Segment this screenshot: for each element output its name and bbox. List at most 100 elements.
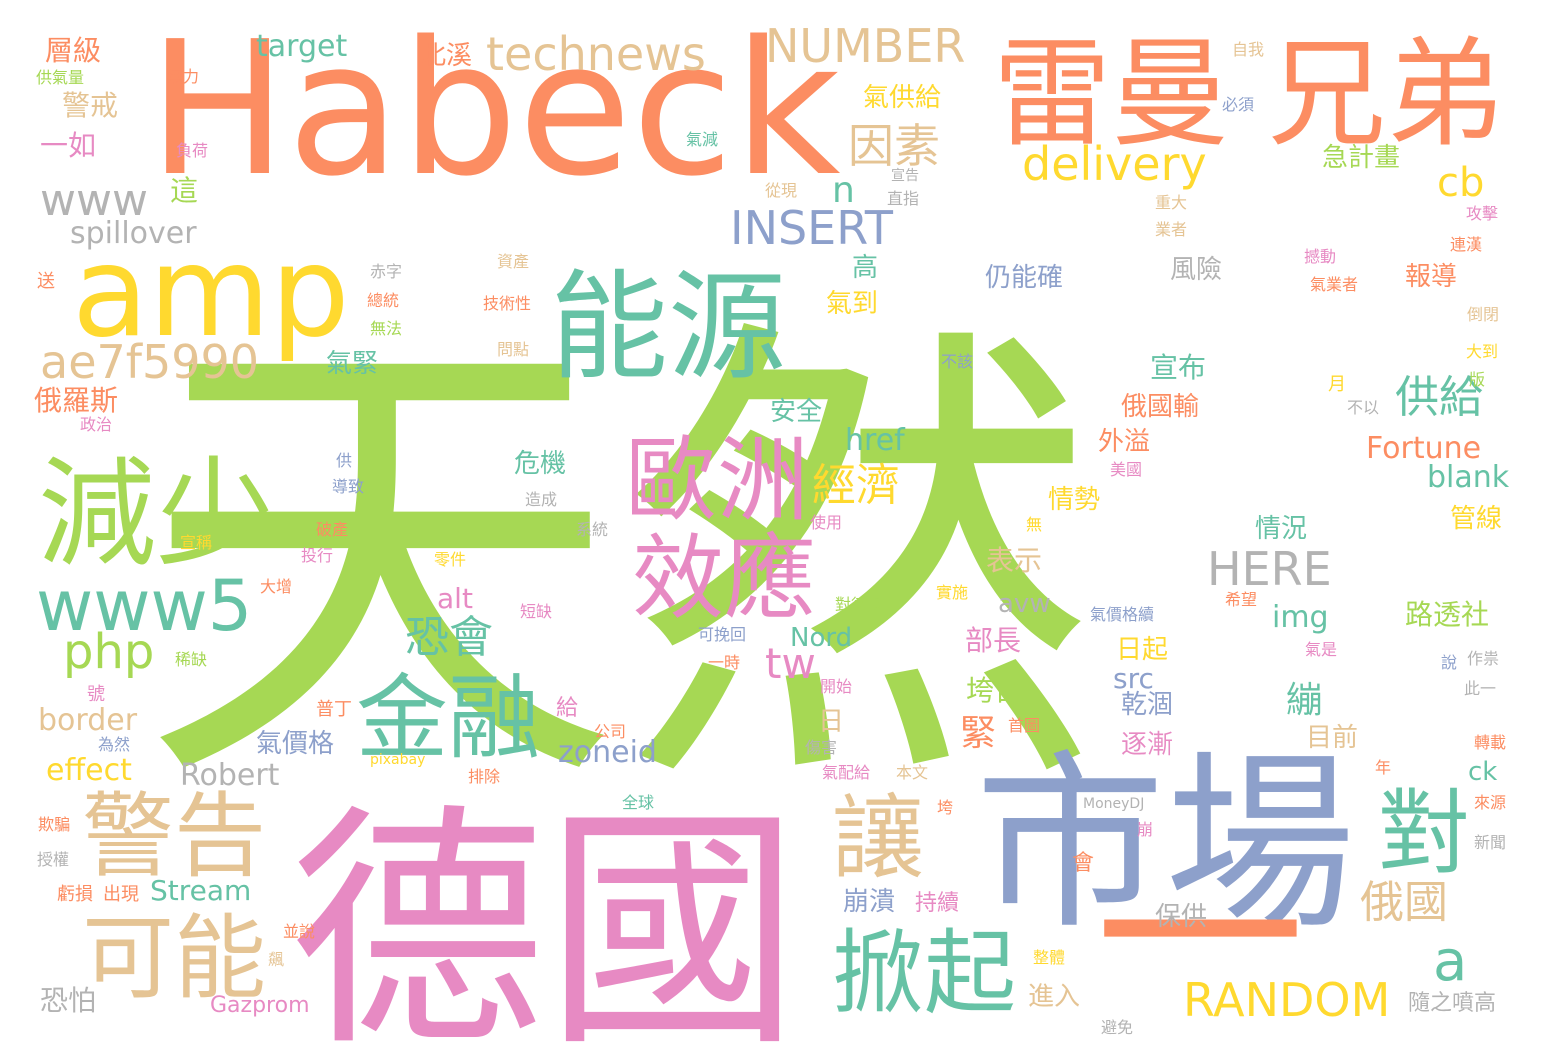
cloud-word: 對德國 — [835, 595, 883, 614]
cloud-word: 情況 — [1255, 514, 1307, 544]
cloud-word: 總統 — [367, 291, 399, 310]
cloud-word: effect — [46, 753, 132, 788]
cloud-word: 送 — [37, 271, 55, 292]
cloud-word: 氣供給 — [863, 83, 941, 113]
cloud-word: 俄羅斯 — [34, 384, 118, 417]
cloud-word: 大到 — [1466, 342, 1498, 361]
cloud-word: 避免 — [1101, 1018, 1133, 1037]
cloud-word: 能源 — [550, 258, 786, 396]
cloud-word: 赤字 — [370, 262, 402, 281]
cloud-word: 氣緊 — [326, 349, 378, 379]
cloud-word: spillover — [70, 216, 197, 251]
cloud-word: 高 — [852, 253, 878, 283]
cloud-word: 普丁 — [316, 699, 352, 720]
cloud-word: 目前 — [1306, 723, 1358, 753]
cloud-word: href — [845, 423, 906, 458]
cloud-word: 轉載 — [1474, 733, 1506, 752]
cloud-word: 號 — [87, 684, 105, 705]
cloud-word: 警戒 — [62, 89, 118, 122]
cloud-word: 兄弟 — [1268, 25, 1504, 163]
cloud-word: 乾涸 — [1121, 690, 1173, 720]
cloud-word: 稀缺 — [175, 650, 207, 669]
cloud-word: 對 — [1378, 780, 1470, 887]
cloud-word: 外溢 — [1098, 427, 1150, 457]
cloud-word: 急計畫 — [1322, 143, 1400, 173]
cloud-word: 金融 — [356, 665, 540, 772]
cloud-word: 不該 — [941, 352, 973, 371]
cloud-word: Stream — [150, 874, 251, 907]
cloud-word: 部長 — [965, 624, 1021, 657]
cloud-word: 業者 — [1155, 220, 1187, 239]
cloud-word: 政治 — [80, 415, 112, 434]
cloud-word: 緊 — [960, 713, 996, 754]
cloud-word: 零件 — [434, 550, 466, 569]
cloud-word: 首圖 — [1008, 716, 1040, 735]
cloud-word: 德國 — [290, 784, 800, 1052]
cloud-word: avw — [998, 589, 1051, 619]
cloud-word: INSERT — [730, 201, 894, 255]
cloud-word: 風險 — [1170, 255, 1222, 285]
cloud-word: 表示 — [986, 544, 1042, 577]
cloud-word: 不以 — [1347, 398, 1379, 417]
cloud-word: 俄國 — [1360, 877, 1448, 928]
cloud-word: target — [256, 29, 347, 64]
cloud-word: 一時 — [708, 653, 740, 672]
cloud-word: pixabay — [370, 752, 425, 768]
cloud-word: 氣是 — [1305, 640, 1337, 659]
cloud-word: 天然 — [140, 285, 1100, 844]
cloud-word: 來源 — [1474, 793, 1506, 812]
cloud-word: 俄國輸 — [1121, 392, 1199, 422]
cloud-word: alt — [437, 582, 473, 615]
cloud-word: 實施 — [936, 583, 968, 602]
cloud-word: amp — [72, 220, 350, 365]
cloud-word: 飆 — [268, 950, 284, 969]
cloud-word: 氣到 — [826, 289, 878, 319]
cloud-word: delivery — [1022, 137, 1207, 191]
cloud-word: 仍能確 — [985, 263, 1063, 293]
cloud-word: 掀起 — [832, 920, 1016, 1027]
cloud-word: 美國 — [1110, 460, 1142, 479]
cloud-word: 整體 — [1033, 948, 1065, 967]
cloud-word: 氣價格續 — [1090, 605, 1154, 624]
cloud-word: 會 — [1072, 851, 1094, 876]
cloud-word: php — [63, 624, 154, 680]
cloud-word: 公司 — [594, 722, 626, 741]
cloud-word: 為然 — [98, 735, 130, 754]
cloud-word: www5 — [36, 565, 252, 647]
cloud-word: MoneyDJ — [1083, 796, 1144, 812]
cloud-word: 全球 — [622, 793, 654, 812]
cloud-word: 情勢 — [1048, 485, 1100, 515]
cloud-word: 垮 — [937, 798, 953, 817]
cloud-word: Robert — [180, 758, 280, 793]
cloud-word: img — [1272, 600, 1329, 635]
cloud-word: 歐洲 — [625, 427, 809, 534]
cloud-word: 氣減 — [686, 130, 718, 149]
cloud-word: 開始 — [820, 677, 852, 696]
cloud-word: 雷曼 — [993, 25, 1229, 163]
cloud-word: 希望 — [1225, 590, 1257, 609]
cloud-word: 直指 — [887, 189, 919, 208]
cloud-word: Habeck — [148, 1, 841, 217]
cloud-word: src — [1113, 662, 1154, 695]
cloud-word: 排除 — [468, 767, 500, 786]
cloud-word: 繃 — [1286, 680, 1322, 721]
cloud-word: 無法 — [370, 319, 402, 338]
cloud-word: 說 — [1441, 653, 1457, 672]
cloud-word: 新聞 — [1474, 833, 1506, 852]
cloud-word: 可挽回 — [698, 625, 746, 644]
cloud-word: 倒閉 — [1467, 305, 1499, 324]
cloud-word: 授權 — [37, 850, 69, 869]
cloud-word: 破產 — [316, 520, 348, 539]
cloud-word: 供氣量 — [36, 68, 84, 87]
cloud-word: 管線 — [1450, 504, 1502, 534]
cloud-word: 警告 — [82, 783, 266, 890]
cloud-word: ae7f5990 — [40, 335, 259, 389]
cloud-word: 自我 — [1232, 40, 1264, 59]
cloud-word: 撼動 — [1304, 247, 1336, 266]
cloud-word: Gazprom — [210, 993, 310, 1018]
cloud-word: 造成 — [525, 490, 557, 509]
cloud-word: 層級 — [45, 34, 101, 67]
cloud-word: 無 — [1026, 515, 1042, 534]
cloud-word: cb — [1437, 160, 1484, 206]
